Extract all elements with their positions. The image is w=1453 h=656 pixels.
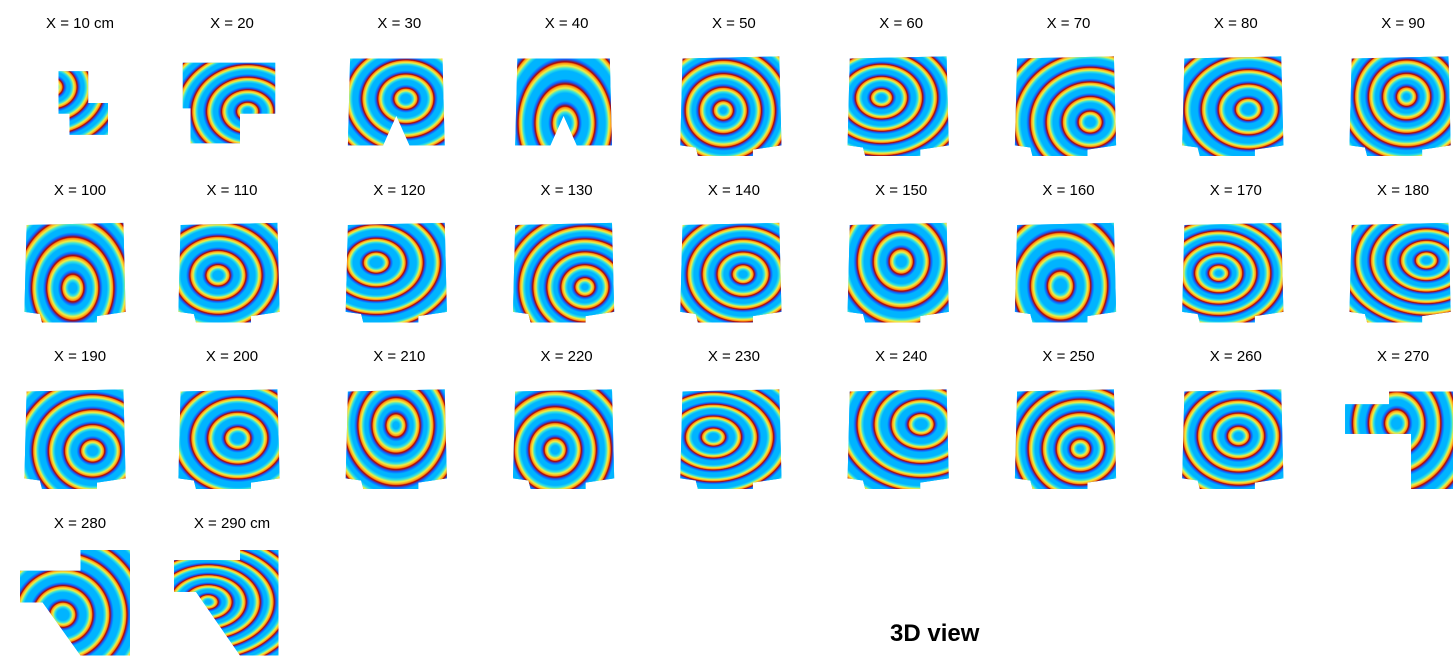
figure: X = 10 cm X = 20 X = 30 X = 40 X = 50 X = 60 X…	[20, 15, 1453, 656]
slice-image	[515, 58, 612, 146]
slice-label: X = 60	[879, 15, 924, 32]
slice-image	[345, 389, 447, 489]
slice-image	[24, 389, 126, 489]
slice-image	[512, 222, 615, 323]
slice-label: X = 210	[373, 348, 426, 365]
slice-image	[1182, 222, 1284, 323]
slice-image	[178, 389, 280, 489]
slice-image	[1349, 222, 1451, 323]
slice-image	[345, 222, 447, 323]
slice-label: X = 180	[1377, 181, 1430, 199]
slice-label: X = 260	[1209, 348, 1262, 365]
slice-label: X = 150	[875, 181, 928, 199]
slice-image	[1345, 391, 1453, 489]
slice-label: X = 220	[540, 348, 593, 365]
slice-image	[58, 71, 108, 135]
slice-label: X = 230	[707, 348, 760, 365]
slice-label: X = 90	[1381, 15, 1425, 32]
slice-label: X = 240	[875, 348, 928, 365]
slice-label: X = 120	[373, 181, 426, 199]
slice-label: X = 290 cm	[193, 514, 271, 532]
slice-label: X = 250	[1042, 348, 1095, 365]
slice-image	[24, 222, 126, 323]
slice-label: X = 170	[1209, 181, 1262, 199]
slice-label: X = 30	[377, 15, 422, 32]
slice-image	[847, 56, 949, 156]
slice-image	[847, 222, 949, 323]
slice-image	[1014, 56, 1117, 156]
slice-label: X = 50	[711, 15, 756, 32]
view-title: 3D view	[890, 620, 980, 647]
slice-label: X = 280	[53, 514, 107, 532]
slice-image	[680, 222, 782, 323]
slice-label: X = 130	[540, 181, 593, 199]
slice-image	[347, 58, 445, 146]
slice-label: X = 200	[205, 348, 259, 365]
slice-image	[1349, 56, 1451, 156]
slice-image	[1014, 222, 1117, 323]
slice-label: X = 10 cm	[46, 15, 114, 32]
slice-image	[847, 389, 949, 489]
slice-label: X = 190	[53, 348, 107, 365]
slice-image	[680, 56, 782, 156]
slice-image	[1014, 389, 1117, 489]
slice-image	[1182, 389, 1284, 489]
slice-image	[680, 389, 782, 489]
slice-label: X = 110	[206, 181, 258, 199]
slice-label: X = 140	[707, 181, 760, 199]
slice-label: X = 80	[1213, 15, 1258, 32]
slice-label: X = 270	[1377, 348, 1430, 365]
slice-image	[178, 222, 280, 323]
slice-image	[182, 62, 276, 144]
slice-image	[512, 389, 615, 489]
slice-label: X = 100	[53, 181, 107, 199]
slice-label: X = 70	[1046, 15, 1091, 32]
slice-image	[1182, 56, 1284, 156]
slice-label: X = 40	[544, 15, 589, 32]
slice-label: X = 20	[210, 15, 254, 32]
slice-label: X = 160	[1042, 181, 1095, 199]
